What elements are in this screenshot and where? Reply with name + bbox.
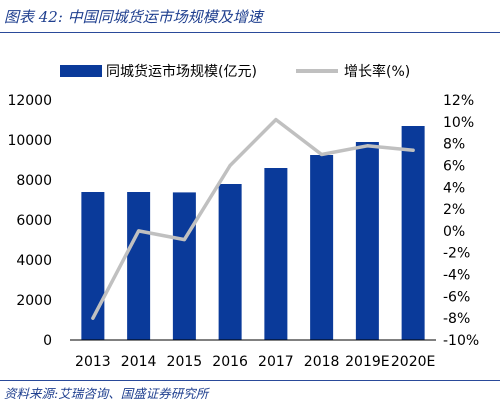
growth-point-2016 <box>228 163 232 167</box>
x-tick-label: 2018 <box>304 354 340 370</box>
growth-point-2015 <box>182 238 186 242</box>
bar-2013 <box>81 192 105 340</box>
y-right-tick-label: -2% <box>443 246 470 262</box>
caption-rule <box>0 32 500 33</box>
figure-caption: 图表 42: 中国同城货运市场规模及增速 <box>4 8 263 26</box>
y-left-tick-label: 4000 <box>16 253 52 269</box>
legend-line-label: 增长率(%) <box>344 63 410 80</box>
y-left-tick-label: 10000 <box>7 133 52 149</box>
x-tick-label: 2014 <box>121 354 157 370</box>
y-left-tick-label: 6000 <box>16 213 52 229</box>
bar-2020E <box>401 126 425 340</box>
y-left-tick-label: 12000 <box>7 93 52 109</box>
x-tick-label: 2016 <box>212 354 248 370</box>
legend-bar-swatch <box>60 65 102 77</box>
bar-2015 <box>172 192 196 340</box>
legend: 同城货运市场规模(亿元) 增长率(%) <box>60 63 410 80</box>
growth-point-2020E <box>411 148 415 152</box>
source-note: 资料来源:艾瑞咨询、国盛证券研究所 <box>4 386 209 401</box>
y-right-tick-label: -6% <box>443 289 470 305</box>
x-tick-label: 2015 <box>167 354 203 370</box>
source-rule <box>0 380 500 381</box>
y-right-tick-label: 4% <box>443 180 465 196</box>
bar-2014 <box>127 192 151 340</box>
bar-2018 <box>310 155 334 340</box>
x-tick-label: 2013 <box>75 354 111 370</box>
y-right-tick-label: 0% <box>443 224 465 240</box>
plot-area: 0 2000 4000 6000 8000 10000 12000 -10% -8% -6% -4%… <box>7 93 479 370</box>
growth-point-2018 <box>320 153 324 157</box>
x-tick-label: 2020E <box>391 354 435 370</box>
x-tick-label: 2017 <box>258 354 294 370</box>
y-right-tick-label: -8% <box>443 311 470 327</box>
y-left-tick-label: 8000 <box>16 173 52 189</box>
y-right-tick-label: 2% <box>443 202 465 218</box>
bar-2016 <box>218 184 242 340</box>
growth-point-2019E <box>365 144 369 148</box>
growth-point-2017 <box>274 118 278 122</box>
x-tick-label: 2019E <box>345 354 389 370</box>
legend-bar-label: 同城货运市场规模(亿元) <box>106 63 257 80</box>
y-right-tick-label: -10% <box>443 333 479 349</box>
bar-2017 <box>264 168 288 340</box>
y-right-tick-label: 10% <box>443 115 474 131</box>
y-right-tick-label: 8% <box>443 137 465 153</box>
y-right-tick-label: -4% <box>443 268 470 284</box>
growth-point-2014 <box>137 229 141 233</box>
bar-2019E <box>355 142 379 340</box>
growth-point-2013 <box>91 316 95 320</box>
growth-rate-line <box>91 117 415 320</box>
y-right-tick-label: 12% <box>443 93 474 109</box>
y-left-tick-label: 0 <box>43 333 52 349</box>
y-right-tick-label: 6% <box>443 158 465 174</box>
y-left-tick-label: 2000 <box>16 293 52 309</box>
